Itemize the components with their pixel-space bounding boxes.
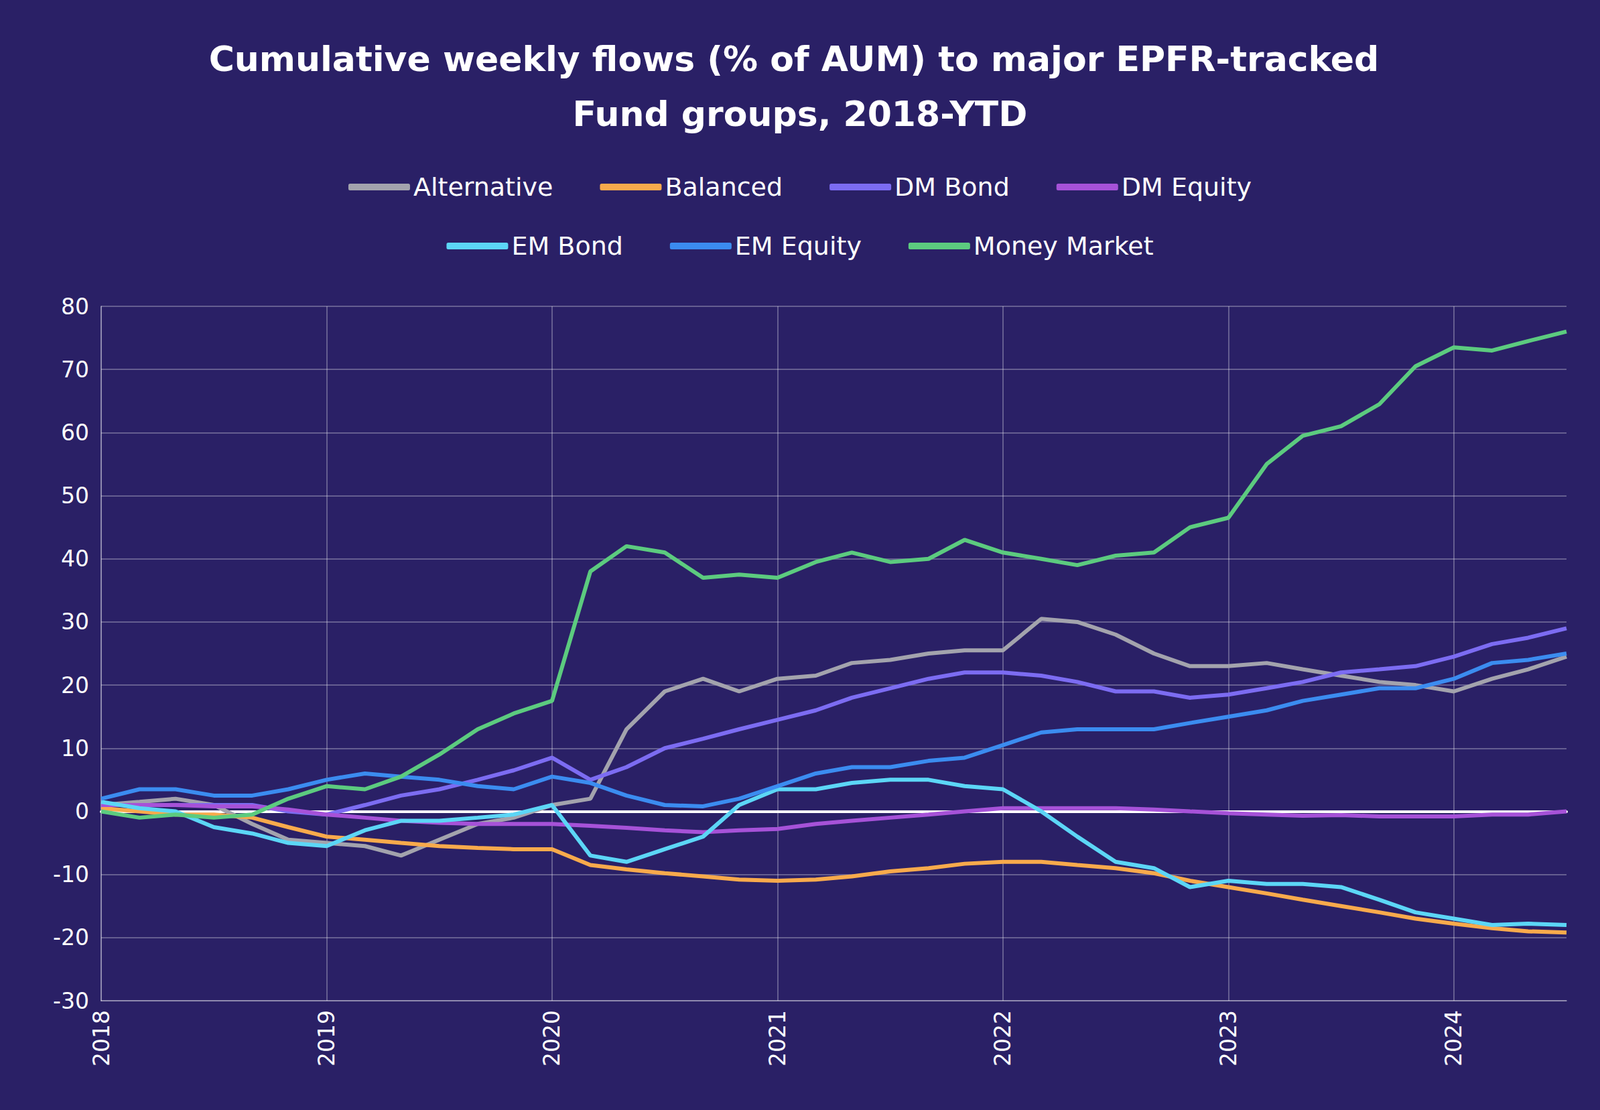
svg-text:60: 60 [60,419,90,446]
svg-text:DM Equity: DM Equity [1121,172,1252,202]
svg-text:EM Bond: EM Bond [511,231,623,261]
svg-text:2021: 2021 [764,1009,791,1066]
svg-text:20: 20 [60,672,90,699]
svg-text:30: 30 [60,608,90,635]
svg-text:80: 80 [60,293,90,320]
svg-text:2020: 2020 [538,1009,565,1066]
svg-text:70: 70 [60,356,90,383]
svg-text:Money Market: Money Market [973,231,1154,261]
svg-text:Alternative: Alternative [413,172,553,202]
svg-text:50: 50 [60,482,90,509]
svg-text:Balanced: Balanced [664,172,783,202]
svg-text:DM Bond: DM Bond [894,172,1010,202]
svg-text:40: 40 [60,545,90,572]
svg-text:10: 10 [60,735,90,762]
svg-text:2022: 2022 [989,1009,1016,1066]
svg-text:Cumulative weekly flows (% of: Cumulative weekly flows (% of AUM) to ma… [209,38,1392,80]
svg-text:-30: -30 [52,987,90,1014]
svg-text:EM Equity: EM Equity [735,231,862,261]
svg-text:2024: 2024 [1440,1009,1467,1066]
svg-text:2019: 2019 [313,1009,340,1066]
svg-text:0: 0 [75,797,90,825]
svg-text:2018: 2018 [88,1009,115,1066]
svg-text:-10: -10 [52,860,90,888]
svg-text:Fund groups, 2018-YTD: Fund groups, 2018-YTD [572,93,1028,135]
svg-text:2023: 2023 [1215,1009,1242,1066]
svg-text:-20: -20 [52,923,90,951]
